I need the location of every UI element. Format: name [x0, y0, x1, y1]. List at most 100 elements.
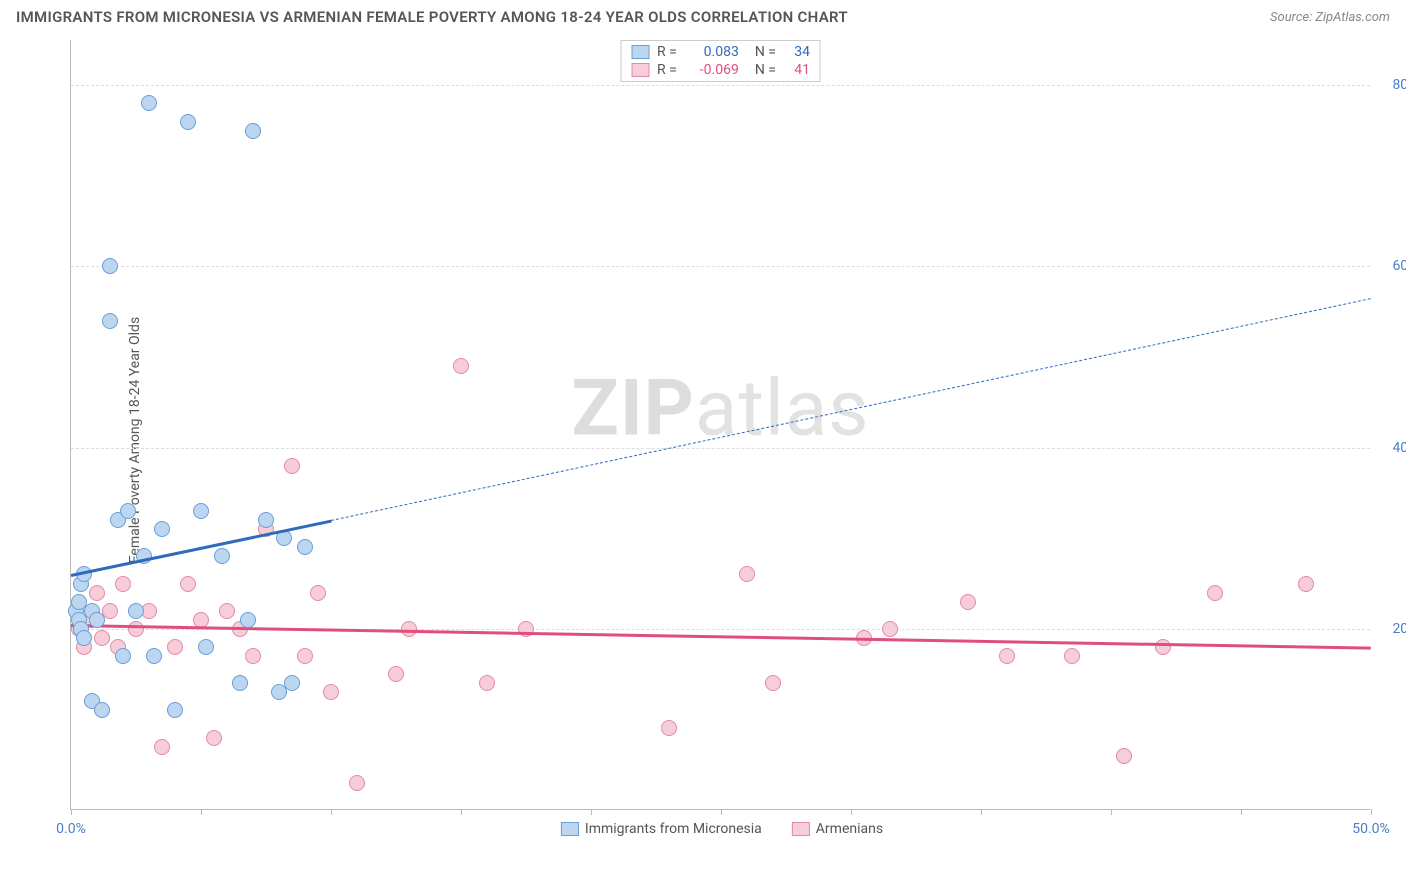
legend-item-pink: Armenians — [792, 821, 883, 837]
x-tick-label: 50.0% — [1352, 821, 1390, 837]
data-point — [115, 648, 131, 664]
legend-item-blue: Immigrants from Micronesia — [561, 821, 762, 837]
data-point — [232, 675, 248, 691]
legend-row-blue: R = 0.083 N = 34 — [631, 43, 810, 61]
data-point — [1116, 748, 1132, 764]
data-point — [128, 603, 144, 619]
data-point — [245, 123, 261, 139]
data-point — [388, 666, 404, 682]
data-point — [89, 612, 105, 628]
legend-row-pink: R = -0.069 N = 41 — [631, 61, 810, 79]
data-point — [297, 648, 313, 664]
r-label: R = — [657, 62, 677, 78]
data-point — [960, 594, 976, 610]
data-point — [154, 521, 170, 537]
chart-container: Female Poverty Among 18-24 Year Olds ZIP… — [52, 40, 1392, 840]
data-point — [128, 621, 144, 637]
data-point — [193, 503, 209, 519]
x-tick-label: 0.0% — [56, 821, 86, 837]
data-point — [1064, 648, 1080, 664]
trend-line — [331, 298, 1371, 521]
swatch-icon — [792, 822, 810, 836]
data-point — [297, 539, 313, 555]
legend-label: Immigrants from Micronesia — [585, 821, 762, 837]
data-point — [661, 720, 677, 736]
data-point — [1207, 585, 1223, 601]
legend-bottom: Immigrants from Micronesia Armenians — [561, 816, 883, 842]
data-point — [102, 258, 118, 274]
data-point — [167, 639, 183, 655]
data-point — [154, 739, 170, 755]
chart-title: IMMIGRANTS FROM MICRONESIA VS ARMENIAN F… — [16, 8, 848, 26]
data-point — [284, 458, 300, 474]
data-point — [999, 648, 1015, 664]
data-point — [245, 648, 261, 664]
data-point — [882, 621, 898, 637]
data-point — [323, 684, 339, 700]
r-value: 0.083 — [683, 44, 739, 60]
data-point — [167, 702, 183, 718]
data-point — [206, 730, 222, 746]
swatch-icon — [631, 45, 649, 59]
data-point — [1298, 576, 1314, 592]
data-point — [310, 585, 326, 601]
data-point — [1155, 639, 1171, 655]
x-tick — [981, 809, 982, 815]
data-point — [479, 675, 495, 691]
watermark-light: atlas — [695, 364, 870, 455]
data-point — [214, 548, 230, 564]
r-label: R = — [657, 44, 677, 60]
data-point — [94, 630, 110, 646]
gridline-horizontal — [71, 448, 1370, 449]
data-point — [102, 313, 118, 329]
data-point — [89, 585, 105, 601]
gridline-horizontal — [71, 266, 1370, 267]
n-label: N = — [755, 44, 776, 60]
data-point — [349, 775, 365, 791]
data-point — [739, 566, 755, 582]
swatch-icon — [631, 63, 649, 77]
x-tick — [331, 809, 332, 815]
x-tick — [461, 809, 462, 815]
x-tick — [1371, 809, 1372, 815]
x-tick — [851, 809, 852, 815]
y-tick-label: 20.0% — [1392, 621, 1406, 637]
data-point — [94, 702, 110, 718]
watermark-bold: ZIP — [571, 364, 694, 455]
data-point — [76, 630, 92, 646]
data-point — [146, 648, 162, 664]
data-point — [258, 512, 274, 528]
data-point — [180, 576, 196, 592]
r-value: -0.069 — [683, 62, 739, 78]
y-tick-label: 60.0% — [1392, 258, 1406, 274]
x-tick — [591, 809, 592, 815]
data-point — [115, 576, 131, 592]
x-tick — [1111, 809, 1112, 815]
x-tick — [201, 809, 202, 815]
gridline-horizontal — [71, 85, 1370, 86]
data-point — [219, 603, 235, 619]
data-point — [284, 675, 300, 691]
legend-label: Armenians — [816, 821, 883, 837]
data-point — [180, 114, 196, 130]
y-tick-label: 80.0% — [1392, 77, 1406, 93]
source-attribution: Source: ZipAtlas.com — [1270, 10, 1390, 25]
n-value: 41 — [782, 62, 810, 78]
legend-correlation-box: R = 0.083 N = 34 R = -0.069 N = 41 — [620, 40, 821, 82]
data-point — [141, 95, 157, 111]
data-point — [240, 612, 256, 628]
x-tick — [1241, 809, 1242, 815]
data-point — [198, 639, 214, 655]
n-label: N = — [755, 62, 776, 78]
trend-line — [71, 520, 332, 577]
x-tick — [71, 809, 72, 815]
n-value: 34 — [782, 44, 810, 60]
data-point — [453, 358, 469, 374]
data-point — [765, 675, 781, 691]
y-tick-label: 40.0% — [1392, 440, 1406, 456]
title-bar: IMMIGRANTS FROM MICRONESIA VS ARMENIAN F… — [0, 0, 1406, 30]
plot-area: ZIPatlas R = 0.083 N = 34 R = -0.069 N =… — [70, 40, 1370, 810]
x-tick — [721, 809, 722, 815]
swatch-icon — [561, 822, 579, 836]
data-point — [120, 503, 136, 519]
